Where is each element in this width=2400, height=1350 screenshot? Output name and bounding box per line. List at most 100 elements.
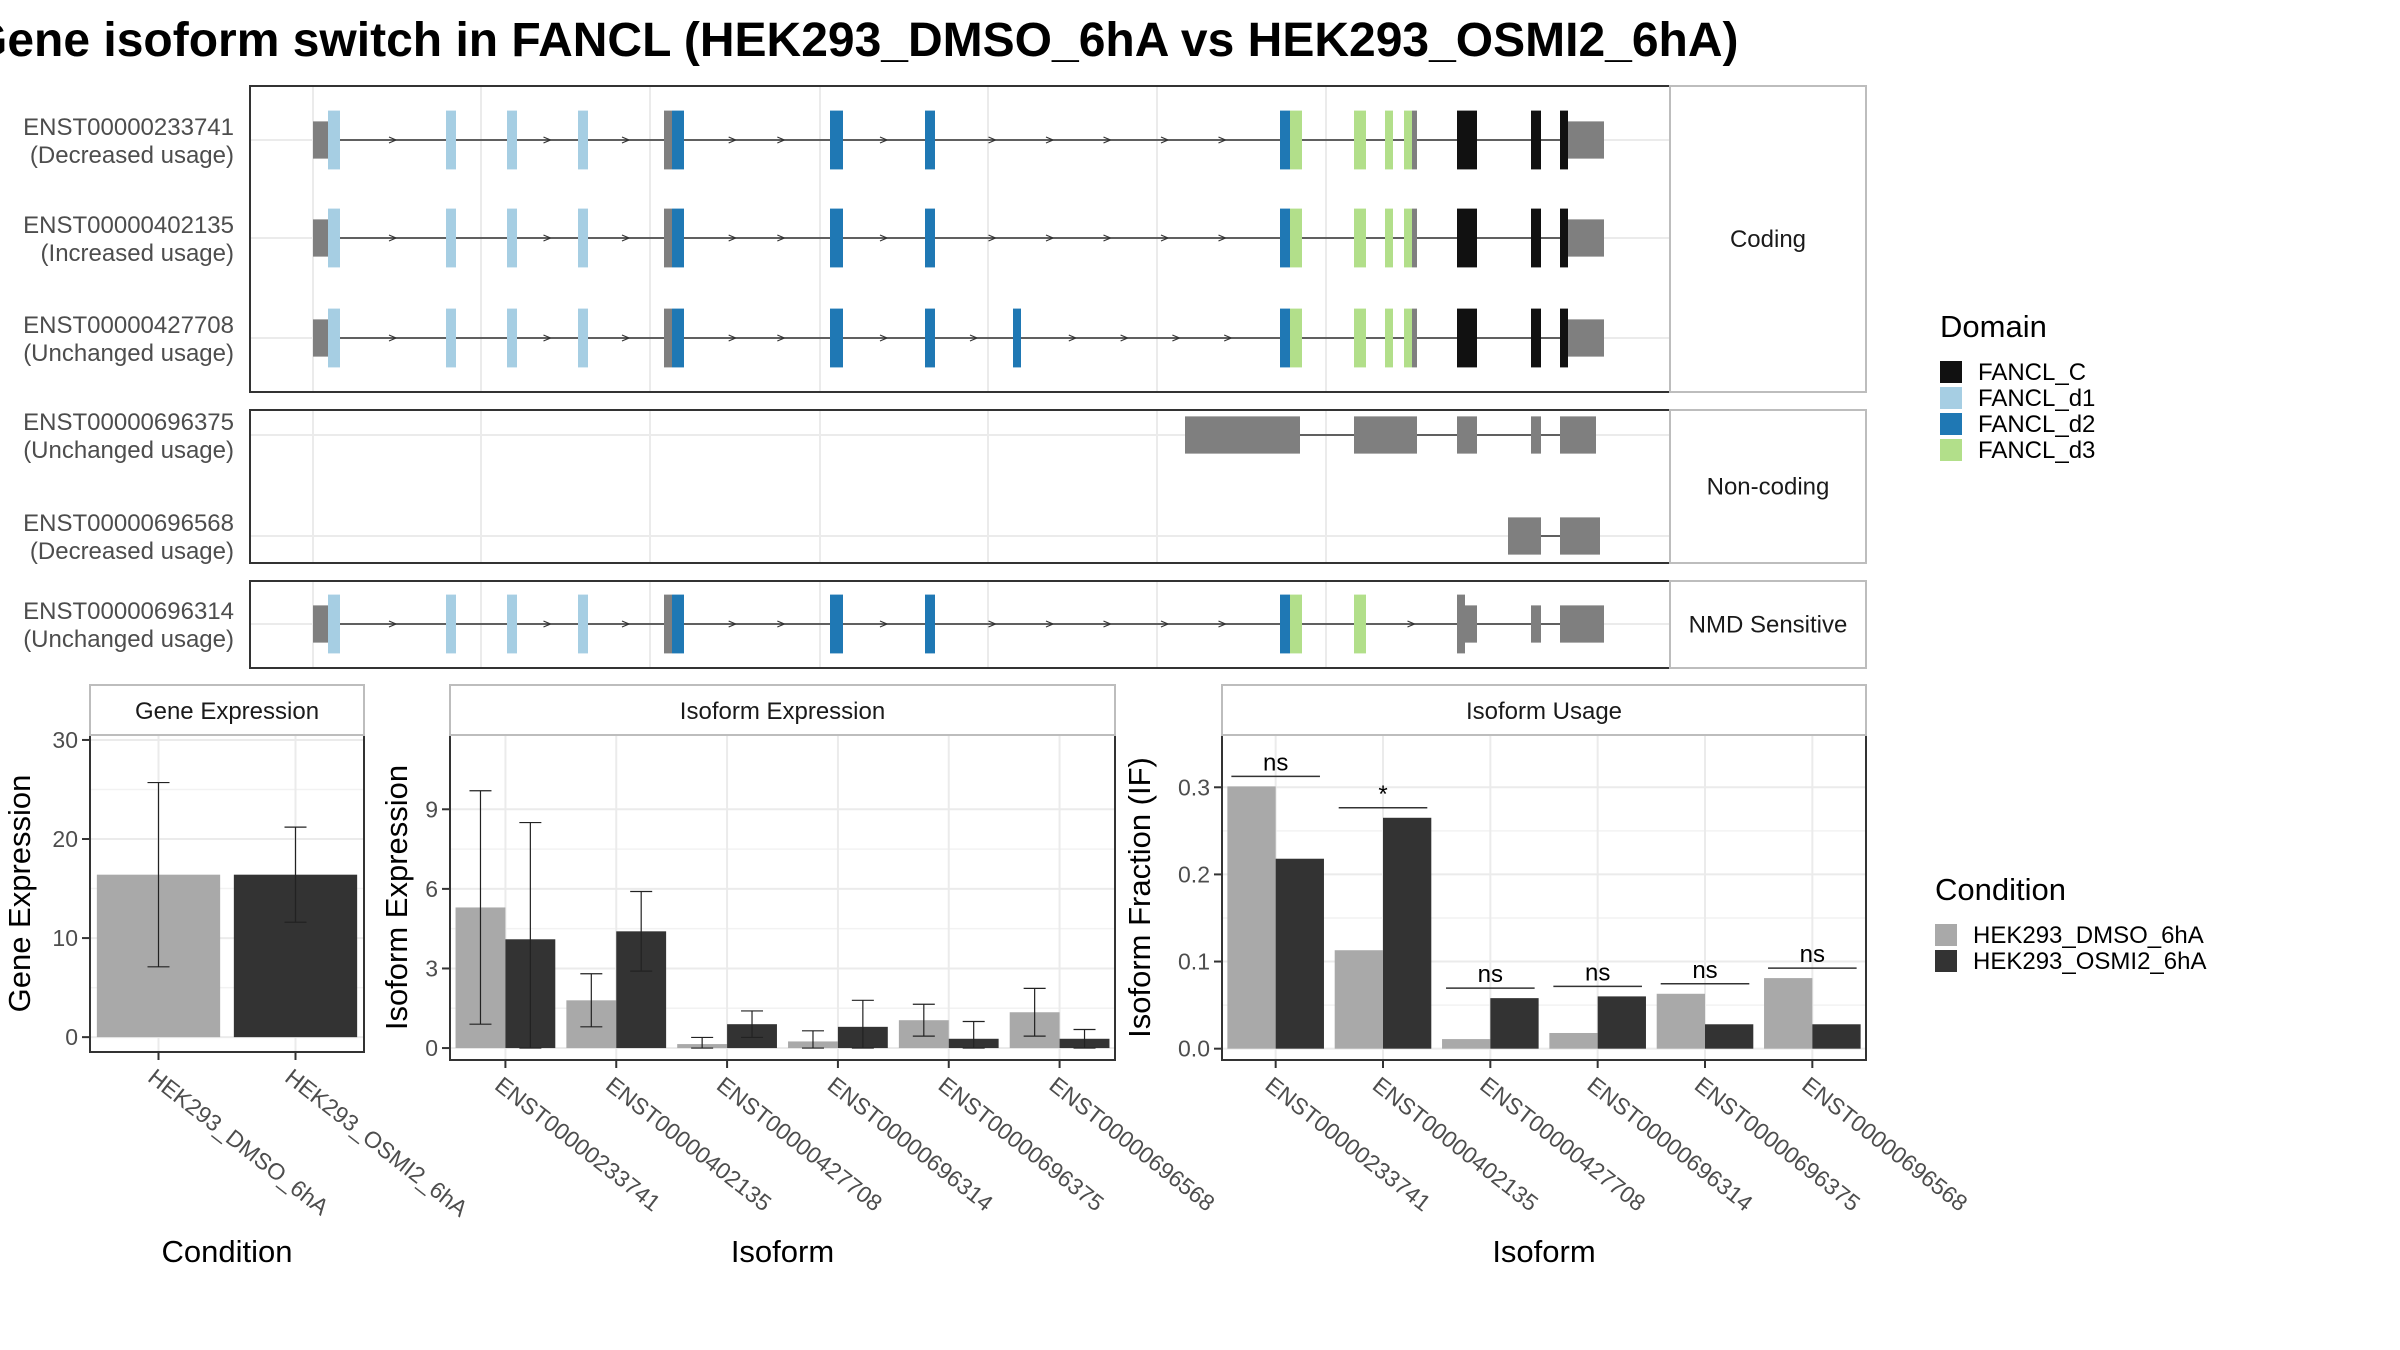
exon-block xyxy=(1568,219,1604,257)
exon-block xyxy=(925,594,935,654)
legend-label: HEK293_OSMI2_6hA xyxy=(1973,948,2206,975)
chart-title: Isoform Usage xyxy=(1466,698,1622,725)
facet-strip xyxy=(449,684,1116,736)
intron-arrow xyxy=(969,334,979,342)
exon-block xyxy=(1560,605,1604,643)
legend-swatch xyxy=(1940,413,1962,435)
exon-block xyxy=(507,110,517,170)
exon-block xyxy=(664,110,672,170)
exon-block xyxy=(1354,208,1366,268)
significance-label: ns xyxy=(1800,941,1825,968)
y-tick-label: 10 xyxy=(52,925,78,951)
facet-strip-label: Coding xyxy=(1730,226,1806,253)
facet-strip xyxy=(89,684,365,736)
transcript-id-label: ENST00000402135 xyxy=(23,212,234,239)
exon-block xyxy=(1568,319,1604,357)
exon-block xyxy=(925,208,935,268)
y-axis-title: Isoform Expression xyxy=(379,765,414,1030)
legend-swatch xyxy=(1935,950,1957,972)
significance-label: ns xyxy=(1478,961,1503,988)
intron-arrow xyxy=(1407,620,1417,628)
exon-block xyxy=(1531,110,1541,170)
y-tick-label: 6 xyxy=(425,876,438,902)
figure-title: Gene isoform switch in FANCL (HEK293_DMS… xyxy=(0,14,1739,67)
x-axis-title: Condition xyxy=(162,1234,293,1269)
legend-label: FANCL_d1 xyxy=(1978,385,2095,412)
exon-block xyxy=(664,308,672,368)
intron-arrow xyxy=(1218,234,1228,242)
intron-arrow xyxy=(728,136,738,144)
bar xyxy=(1334,950,1383,1049)
intron-arrow xyxy=(1160,234,1170,242)
exon-block xyxy=(578,594,588,654)
exon-block xyxy=(1560,416,1596,454)
exon-block xyxy=(1412,308,1417,368)
legend-label: FANCL_d2 xyxy=(1978,411,2095,438)
exon-block xyxy=(507,594,517,654)
exon-block xyxy=(1404,308,1412,368)
exon-block xyxy=(664,208,672,268)
exon-block xyxy=(1531,605,1541,643)
exon-block xyxy=(1457,594,1465,654)
intron-arrow xyxy=(621,620,631,628)
exon-block xyxy=(1354,594,1366,654)
intron-arrow xyxy=(777,234,786,242)
exon-block xyxy=(1457,208,1477,268)
intron-arrow xyxy=(777,334,786,342)
intron-arrow xyxy=(777,620,786,628)
exon-block xyxy=(1013,308,1021,368)
exon-block xyxy=(1465,605,1477,643)
exon-block xyxy=(507,308,517,368)
intron-arrow xyxy=(988,136,998,144)
exon-block xyxy=(1412,110,1417,170)
exon-block xyxy=(1404,208,1412,268)
intron-arrow xyxy=(1103,136,1113,144)
exon-block xyxy=(328,110,340,170)
facet-strip xyxy=(1669,580,1867,669)
bar xyxy=(1597,996,1646,1049)
y-tick-label: 0.3 xyxy=(1178,774,1210,800)
transcript-id-label: ENST00000233741 xyxy=(23,114,234,141)
exon-block xyxy=(1385,308,1393,368)
exon-block xyxy=(328,308,340,368)
intron-arrow xyxy=(728,620,738,628)
transcript-structure-panel: ENST00000233741(Decreased usage) ENST0000… xyxy=(23,85,1867,669)
intron-arrow xyxy=(1103,620,1113,628)
bar xyxy=(1442,1039,1491,1049)
exon-block xyxy=(1508,517,1541,555)
bar xyxy=(1764,978,1813,1049)
transcript-usage-label: (Unchanged usage) xyxy=(23,626,234,653)
facet-strip-label: NMD Sensitive xyxy=(1689,612,1848,639)
exon-block xyxy=(1568,121,1604,159)
y-tick-label: 3 xyxy=(425,955,438,981)
exon-block xyxy=(328,594,340,654)
exon-block xyxy=(672,308,684,368)
exon-block xyxy=(446,308,456,368)
intron-arrow xyxy=(543,136,553,144)
exon-block xyxy=(830,308,843,368)
transcript-usage-label: (Decreased usage) xyxy=(30,142,234,169)
significance-label: ns xyxy=(1585,959,1610,986)
intron-arrow xyxy=(621,136,631,144)
facet-strip xyxy=(1669,85,1867,393)
exon-block xyxy=(446,594,456,654)
exon-block xyxy=(507,208,517,268)
exon-block xyxy=(1354,416,1417,454)
gene-expression-chart: Gene Expression0102030HEK293_DMSO_6hAHEK… xyxy=(2,684,473,1269)
intron-arrow xyxy=(388,136,398,144)
chart-title: Isoform Expression xyxy=(680,698,885,725)
exon-block xyxy=(1457,110,1477,170)
exon-block xyxy=(1290,208,1302,268)
exon-block xyxy=(446,110,456,170)
exon-block xyxy=(830,110,843,170)
transcript-id-label: ENST00000696314 xyxy=(23,598,234,625)
bar xyxy=(1705,1024,1754,1049)
significance-label: ns xyxy=(1263,749,1288,776)
intron-arrow xyxy=(728,334,738,342)
intron-arrow xyxy=(1068,334,1078,342)
isoform-expression-chart: Isoform Expression0369ENST00000233741ENS… xyxy=(379,684,1220,1269)
exon-block xyxy=(313,605,328,643)
legend-title: Condition xyxy=(1935,872,2066,907)
